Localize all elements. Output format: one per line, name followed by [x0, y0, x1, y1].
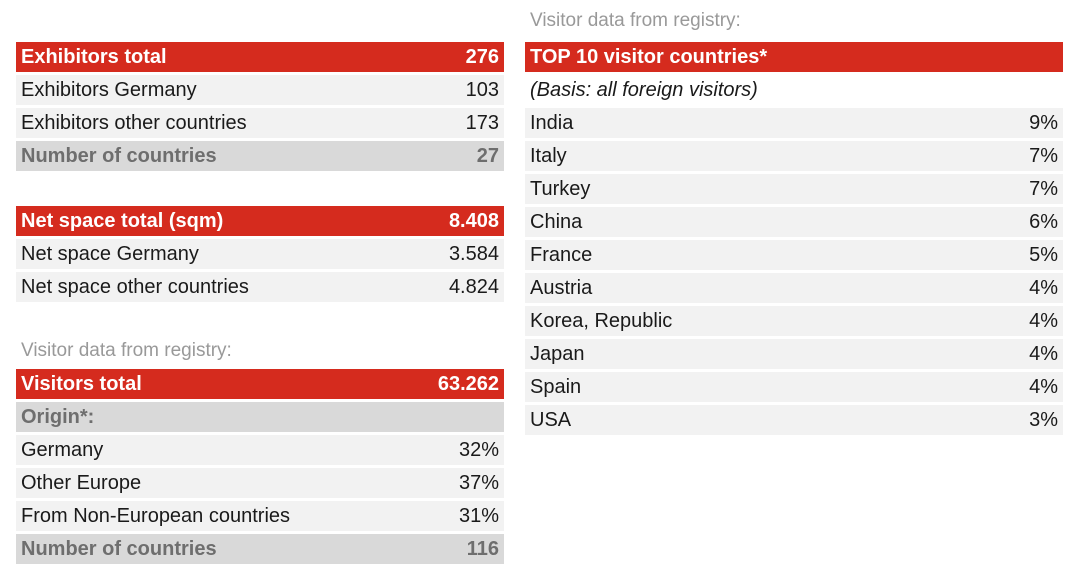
- country-value: 7%: [1029, 177, 1058, 200]
- country-label: China: [530, 210, 583, 233]
- countries-value: 27: [476, 144, 499, 167]
- row-label: Net space other countries: [21, 275, 249, 298]
- table-row: Turkey 7%: [525, 174, 1063, 204]
- table-row: From Non-European countries 31%: [16, 501, 504, 531]
- table-row: Korea, Republic 4%: [525, 306, 1063, 336]
- visitors-total-label: Visitors total: [21, 372, 142, 395]
- table-row: India 9%: [525, 108, 1063, 138]
- country-value: 4%: [1029, 309, 1058, 332]
- country-label: Spain: [530, 375, 582, 398]
- exhibitors-table: Exhibitors total 276 Exhibitors Germany …: [16, 42, 504, 174]
- table-row: USA 3%: [525, 405, 1063, 435]
- country-value: 4%: [1029, 375, 1058, 398]
- row-value: 173: [465, 111, 499, 134]
- visitors-total-row: Visitors total 63.262: [16, 369, 504, 399]
- countries-label: Number of countries: [21, 144, 217, 167]
- country-label: Italy: [530, 144, 567, 167]
- table-row: China 6%: [525, 207, 1063, 237]
- country-label: Japan: [530, 342, 585, 365]
- row-value: 4.824: [448, 275, 499, 298]
- row-label: Germany: [21, 438, 104, 461]
- country-value: 9%: [1029, 111, 1058, 134]
- country-value: 6%: [1029, 210, 1058, 233]
- exhibitors-total-value: 276: [465, 45, 499, 68]
- net-space-table: Net space total (sqm) 8.408 Net space Ge…: [16, 206, 504, 305]
- table-row: Exhibitors other countries 173: [16, 108, 504, 138]
- row-label: Exhibitors other countries: [21, 111, 247, 134]
- net-space-total-label: Net space total (sqm): [21, 209, 224, 232]
- country-label: USA: [530, 408, 572, 431]
- country-label: France: [530, 243, 593, 266]
- table-row: Spain 4%: [525, 372, 1063, 402]
- row-value: 103: [465, 78, 499, 101]
- table-row: Japan 4%: [525, 339, 1063, 369]
- country-label: Korea, Republic: [530, 309, 673, 332]
- country-value: 4%: [1029, 342, 1058, 365]
- visitors-total-value: 63.262: [437, 372, 499, 395]
- country-value: 7%: [1029, 144, 1058, 167]
- table-row: Germany 32%: [16, 435, 504, 465]
- country-label: Austria: [530, 276, 593, 299]
- table-row: Austria 4%: [525, 273, 1063, 303]
- country-label: India: [530, 111, 574, 134]
- table-row: Other Europe 37%: [16, 468, 504, 498]
- country-label: Turkey: [530, 177, 591, 200]
- top10-header-row: TOP 10 visitor countries*: [525, 42, 1063, 72]
- top10-basis: (Basis: all foreign visitors): [530, 78, 758, 101]
- row-value: 31%: [458, 504, 499, 527]
- table-row: Exhibitors Germany 103: [16, 75, 504, 105]
- countries-label: Number of countries: [21, 537, 217, 560]
- net-space-total-value: 8.408: [448, 209, 499, 232]
- exhibitors-total-label: Exhibitors total: [21, 45, 167, 68]
- visitors-caption: Visitor data from registry:: [21, 340, 232, 361]
- table-row: Italy 7%: [525, 141, 1063, 171]
- countries-value: 116: [466, 537, 499, 560]
- exhibitors-countries-row: Number of countries 27: [16, 141, 504, 171]
- top10-table: TOP 10 visitor countries* (Basis: all fo…: [525, 42, 1063, 438]
- row-label: Exhibitors Germany: [21, 78, 197, 101]
- country-value: 3%: [1029, 408, 1058, 431]
- top10-title: TOP 10 visitor countries*: [530, 45, 768, 68]
- visitors-countries-row: Number of countries 116: [16, 534, 504, 564]
- row-value: 32%: [458, 438, 499, 461]
- country-value: 4%: [1029, 276, 1058, 299]
- row-value: 37%: [458, 471, 499, 494]
- row-value: 3.584: [448, 242, 499, 265]
- top10-basis-row: (Basis: all foreign visitors): [525, 75, 1063, 105]
- table-row: France 5%: [525, 240, 1063, 270]
- country-value: 5%: [1029, 243, 1058, 266]
- row-label: Other Europe: [21, 471, 142, 494]
- row-label: From Non-European countries: [21, 504, 291, 527]
- net-space-total-row: Net space total (sqm) 8.408: [16, 206, 504, 236]
- top10-caption: Visitor data from registry:: [530, 10, 741, 31]
- table-row: Net space Germany 3.584: [16, 239, 504, 269]
- visitors-table: Visitors total 63.262 Origin*: Germany 3…: [16, 369, 504, 567]
- table-row: Net space other countries 4.824: [16, 272, 504, 302]
- origin-row: Origin*:: [16, 402, 504, 432]
- row-label: Net space Germany: [21, 242, 199, 265]
- origin-label: Origin*:: [21, 405, 95, 428]
- exhibitors-total-row: Exhibitors total 276: [16, 42, 504, 72]
